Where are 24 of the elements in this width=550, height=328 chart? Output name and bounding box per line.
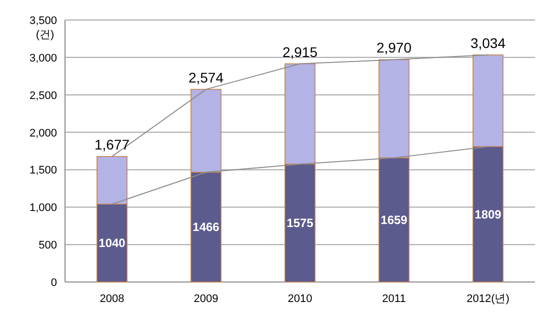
x-tick-label: 2010: [288, 293, 312, 305]
data-label: 1575: [286, 216, 314, 230]
total-label: 2,574: [188, 69, 224, 86]
y-tick-label: 1,500: [29, 164, 57, 177]
data-label: 1040: [98, 236, 126, 250]
total-label: 2,970: [376, 40, 412, 56]
y-tick-label: 2,500: [29, 90, 57, 102]
y-tick-label: 0: [50, 277, 57, 289]
y-tick-label: 3,500: [29, 15, 57, 27]
y-tick-label: 1,000: [29, 202, 57, 214]
total-label: 3,034: [470, 34, 506, 51]
data-label: 1659: [380, 212, 408, 227]
total-label: 2,915: [282, 44, 318, 60]
y-axis-title: (건): [36, 29, 54, 41]
y-tick-label: 2,000: [29, 127, 57, 140]
x-tick-label: 2011: [382, 293, 406, 305]
y-tick-label: 500: [38, 240, 57, 252]
y-tick-label: 3,000: [29, 52, 57, 64]
x-tick-label: 2012(년): [466, 293, 510, 305]
data-label: 1466: [192, 220, 220, 234]
total-label: 1,677: [94, 136, 130, 152]
data-label: 1809: [474, 207, 502, 222]
x-tick-label: 2008: [100, 293, 124, 305]
x-tick-label: 2009: [194, 293, 218, 305]
